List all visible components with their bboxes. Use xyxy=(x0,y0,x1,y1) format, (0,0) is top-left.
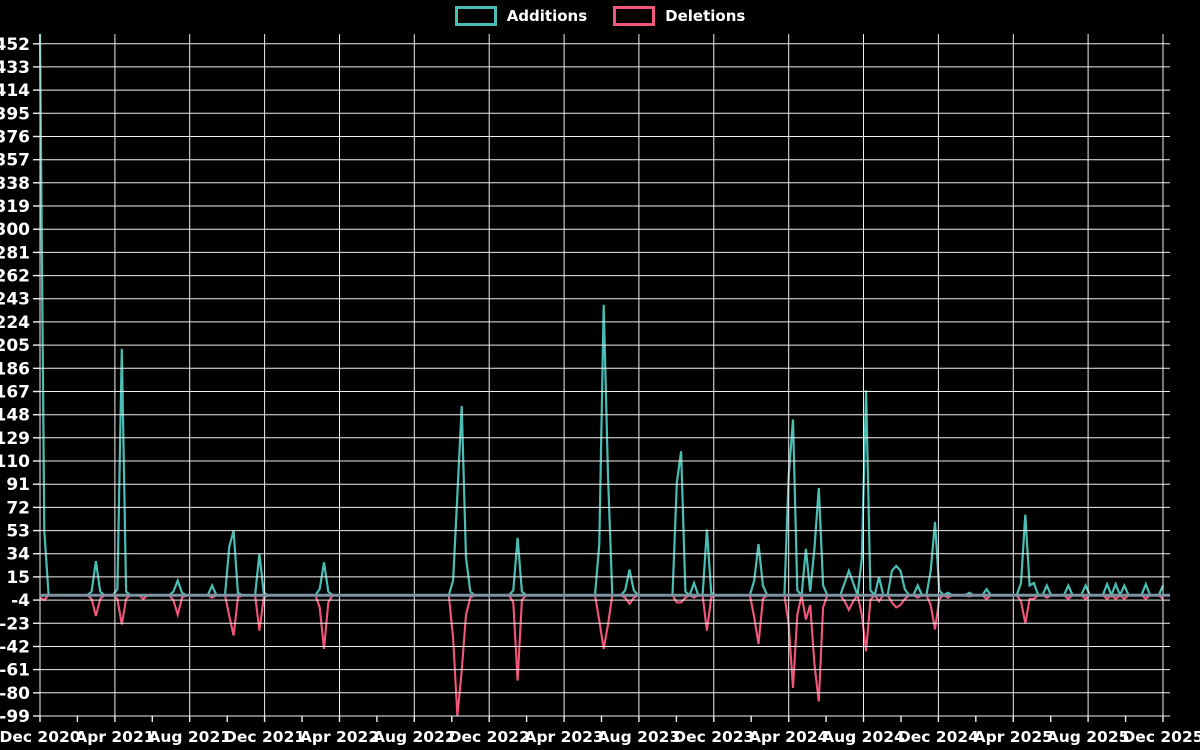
x-axis-label: Apr 2025 xyxy=(974,728,1053,746)
legend-additions-label: Additions xyxy=(506,6,588,25)
y-tick-label: 129 xyxy=(0,429,30,449)
x-axis-label: Apr 2024 xyxy=(749,728,828,746)
y-tick-label: 34 xyxy=(6,545,30,565)
x-axis-label: Dec 2023 xyxy=(673,728,754,746)
y-tick-label: -99 xyxy=(0,707,30,727)
x-axis-label: Aug 2025 xyxy=(1047,728,1130,746)
y-tick-label: -4 xyxy=(11,591,30,611)
y-tick-label: 319 xyxy=(0,197,30,217)
y-tick-label: 15 xyxy=(6,568,30,588)
x-axis-label: Aug 2023 xyxy=(598,728,681,746)
y-tick-label: 433 xyxy=(0,58,30,78)
x-axis-label: Apr 2021 xyxy=(75,728,154,746)
x-axis-label: Aug 2021 xyxy=(148,728,231,746)
y-tick-label: 300 xyxy=(0,220,30,240)
y-tick-label: 357 xyxy=(0,151,30,171)
y-tick-label: 148 xyxy=(0,406,30,426)
y-tick-label: 376 xyxy=(0,128,30,148)
x-axis-label: Aug 2022 xyxy=(373,728,456,746)
y-tick-label: 186 xyxy=(0,359,30,379)
y-tick-label: 281 xyxy=(0,243,30,263)
legend-deletions-label: Deletions xyxy=(665,6,746,25)
gridlines xyxy=(39,34,1170,717)
y-tick-label: 224 xyxy=(0,313,30,333)
y-tick-label: 167 xyxy=(0,383,30,403)
x-axis-label: Dec 2024 xyxy=(898,728,979,746)
deletions-swatch-icon xyxy=(613,6,656,26)
y-tick-label: -61 xyxy=(0,661,30,681)
y-tick-label: 72 xyxy=(6,498,30,518)
additions-line xyxy=(38,33,1165,599)
x-axis-label: Dec 2025 xyxy=(1122,728,1200,746)
y-tick-label: 91 xyxy=(6,475,30,495)
x-axis-label: Dec 2021 xyxy=(224,728,305,746)
y-tick-label: 395 xyxy=(0,104,30,124)
y-tick-label: 452 xyxy=(0,35,30,55)
x-axis-label: Dec 2020 xyxy=(0,728,81,746)
x-axis-label: Aug 2024 xyxy=(822,728,905,746)
y-tick-label: 243 xyxy=(0,290,30,310)
y-tick-label: 205 xyxy=(0,336,30,356)
y-tick-label: 338 xyxy=(0,174,30,194)
chart-legend: Additions Deletions xyxy=(0,6,1200,26)
y-tick-label: 262 xyxy=(0,267,30,287)
y-tick-label: 414 xyxy=(0,81,30,101)
y-tick-label: 53 xyxy=(6,522,30,542)
deletions-line xyxy=(39,592,1164,717)
y-tick-label: -42 xyxy=(0,638,30,658)
y-axis-labels: 452 433 414 395 376 357 338 319 300 281 262 243 224 2… xyxy=(0,35,30,727)
additions-swatch-icon xyxy=(454,6,497,26)
legend-item-additions[interactable]: Additions xyxy=(454,6,588,26)
legend-item-deletions[interactable]: Deletions xyxy=(613,6,745,26)
y-tick-label: -23 xyxy=(0,614,30,634)
axis-ticks xyxy=(33,43,1164,722)
x-axis-label: Apr 2022 xyxy=(300,728,379,746)
x-axis-label: Dec 2022 xyxy=(449,728,530,746)
y-tick-label: 110 xyxy=(0,452,30,472)
y-tick-label: -80 xyxy=(0,684,30,704)
x-axis-label: Apr 2023 xyxy=(524,728,603,746)
